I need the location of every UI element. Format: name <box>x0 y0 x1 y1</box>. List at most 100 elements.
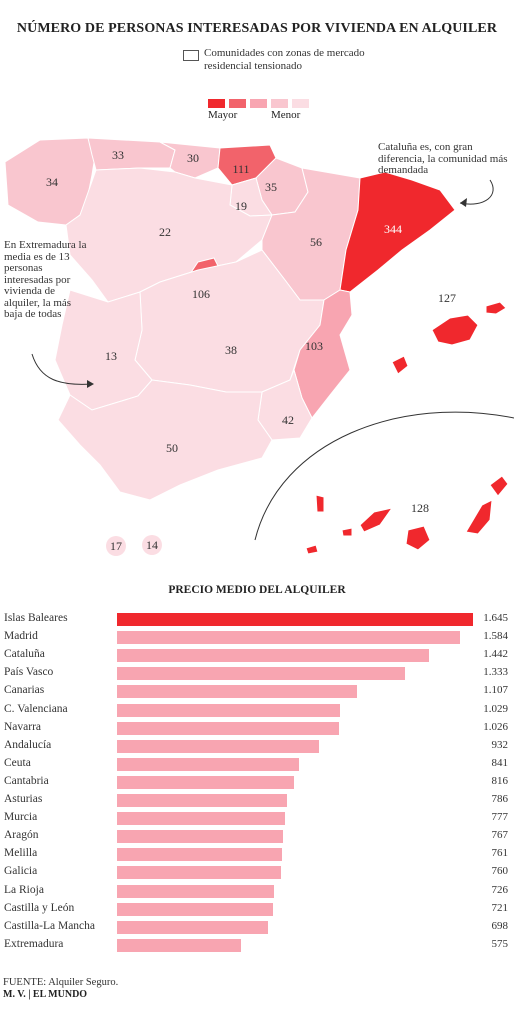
region-ceuta <box>106 536 126 556</box>
region-canarias-lanzarote <box>489 475 509 497</box>
bar-value-label: 1.026 <box>483 720 508 733</box>
bar-value-label: 1.442 <box>483 648 508 661</box>
bar <box>117 794 288 807</box>
value-aragon: 56 <box>310 235 322 249</box>
bar <box>117 938 242 952</box>
bar <box>117 685 357 699</box>
value-pais-vasco: 111 <box>232 162 249 176</box>
region-melilla <box>142 535 162 555</box>
legend-swatch-4 <box>271 99 288 108</box>
bar <box>117 902 274 916</box>
legend-outline-label: Comunidades con zonas de mercado residen… <box>204 47 365 72</box>
bar-value-label: 726 <box>491 883 509 896</box>
region-canarias-el-hierro <box>305 544 319 555</box>
value-asturias: 33 <box>112 148 124 162</box>
legend-menor-label: Menor <box>271 109 301 121</box>
value-galicia: 34 <box>46 175 58 189</box>
bar <box>117 848 282 862</box>
bar-value-label: 761 <box>491 847 509 860</box>
value-cantabria: 30 <box>187 151 199 165</box>
bar-label: Ceuta <box>4 756 31 769</box>
value-extremadura: 13 <box>105 349 117 363</box>
bar-label: Aragón <box>4 829 39 842</box>
legend-swatch-5 <box>292 99 309 108</box>
bar-value-label: 1.029 <box>483 702 508 715</box>
bar-value-label: 698 <box>491 919 509 932</box>
canarias-frame-arc <box>254 411 514 541</box>
region-baleares-menorca <box>485 301 507 315</box>
value-castilla-la-mancha: 38 <box>225 343 237 357</box>
legend-swatch-1 <box>208 99 225 108</box>
bar-label: País Vasco <box>4 666 54 679</box>
value-c-valenciana: 103 <box>305 339 323 353</box>
bar <box>117 613 473 626</box>
value-ceuta: 17 <box>110 539 122 553</box>
bar-label: Canarias <box>4 684 45 697</box>
value-baleares: 127 <box>438 291 456 305</box>
bar-label: Cataluña <box>4 648 45 661</box>
bar <box>117 631 460 645</box>
bar-label: Castilla y León <box>4 901 75 914</box>
value-andalucia: 50 <box>166 441 178 455</box>
value-navarra: 35 <box>265 180 277 194</box>
extremadura-note-arrowhead <box>87 380 94 388</box>
bar-value-label: 1.584 <box>483 630 508 643</box>
chart-title: PRECIO MEDIO DEL ALQUILER <box>168 584 346 596</box>
bar-label: Madrid <box>4 630 38 643</box>
bar-label: Andalucía <box>4 738 52 751</box>
region-canarias-la-palma <box>315 494 325 513</box>
bar <box>117 812 286 826</box>
bar-value-label: 841 <box>491 756 509 769</box>
bar <box>117 757 299 771</box>
region-baleares-mallorca <box>431 314 479 346</box>
page-title: NÚMERO DE PERSONAS INTERESADAS POR VIVIE… <box>16 21 498 36</box>
bar <box>117 667 406 681</box>
cataluna-note-arrowhead <box>460 198 467 207</box>
value-castilla-leon: 22 <box>159 225 171 239</box>
region-baleares-ibiza <box>391 355 409 375</box>
region-canarias-fuerteventura <box>465 499 493 535</box>
source-note: FUENTE: Alquiler Seguro. <box>3 977 119 988</box>
legend-mayor-label: Mayor <box>208 109 238 121</box>
region-cataluna <box>339 171 456 293</box>
bar-value-label: 777 <box>491 811 509 824</box>
bar <box>117 884 275 898</box>
bar-label: C. Valenciana <box>4 702 68 715</box>
bar-label: Murcia <box>4 811 38 824</box>
bar-value-label: 760 <box>491 865 509 878</box>
bar <box>117 721 340 735</box>
bar <box>117 703 340 717</box>
bar <box>117 866 282 880</box>
bar-value-label: 816 <box>491 774 509 787</box>
bar-label: Extremadura <box>4 937 64 950</box>
value-cataluna: 344 <box>384 222 402 236</box>
bar-value-label: 1.107 <box>483 684 508 697</box>
bar-value-label: 786 <box>491 793 509 805</box>
spain-map: 34 33 30 111 35 19 22 56 344 106 38 13 1… <box>4 137 514 556</box>
bar-label: Castilla-La Mancha <box>4 919 96 932</box>
legend-swatch-3 <box>250 99 267 108</box>
bar-value-label: 721 <box>491 901 509 914</box>
bar-label: La Rioja <box>4 883 44 896</box>
value-madrid: 106 <box>192 287 210 301</box>
bar-label: Melilla <box>4 847 38 860</box>
bar-value-label: 1.333 <box>483 666 508 679</box>
bar <box>117 649 430 663</box>
bar <box>117 739 319 753</box>
bar-label: Navarra <box>4 720 42 733</box>
bar-label: Islas Baleares <box>4 612 68 624</box>
bar-value-label: 767 <box>491 829 509 842</box>
extremadura-note-arrow <box>31 353 93 385</box>
region-canarias-gran-canaria <box>405 525 431 551</box>
bar <box>117 830 283 844</box>
bar-value-label: 932 <box>491 738 509 751</box>
region-c-valenciana <box>293 289 353 419</box>
bar-label: Asturias <box>4 793 43 805</box>
region-andalucia <box>57 379 273 501</box>
legend-outline-swatch <box>183 50 199 61</box>
note-extremadura: En Extremadura la media es de 13 persona… <box>4 239 87 320</box>
region-canarias-la-gomera <box>341 527 353 537</box>
note-cataluna: Cataluña es, con gran diferencia, la com… <box>378 141 508 176</box>
credit-line: M. V. | EL MUNDO <box>3 989 88 1000</box>
bar-value-label: 575 <box>491 937 509 950</box>
